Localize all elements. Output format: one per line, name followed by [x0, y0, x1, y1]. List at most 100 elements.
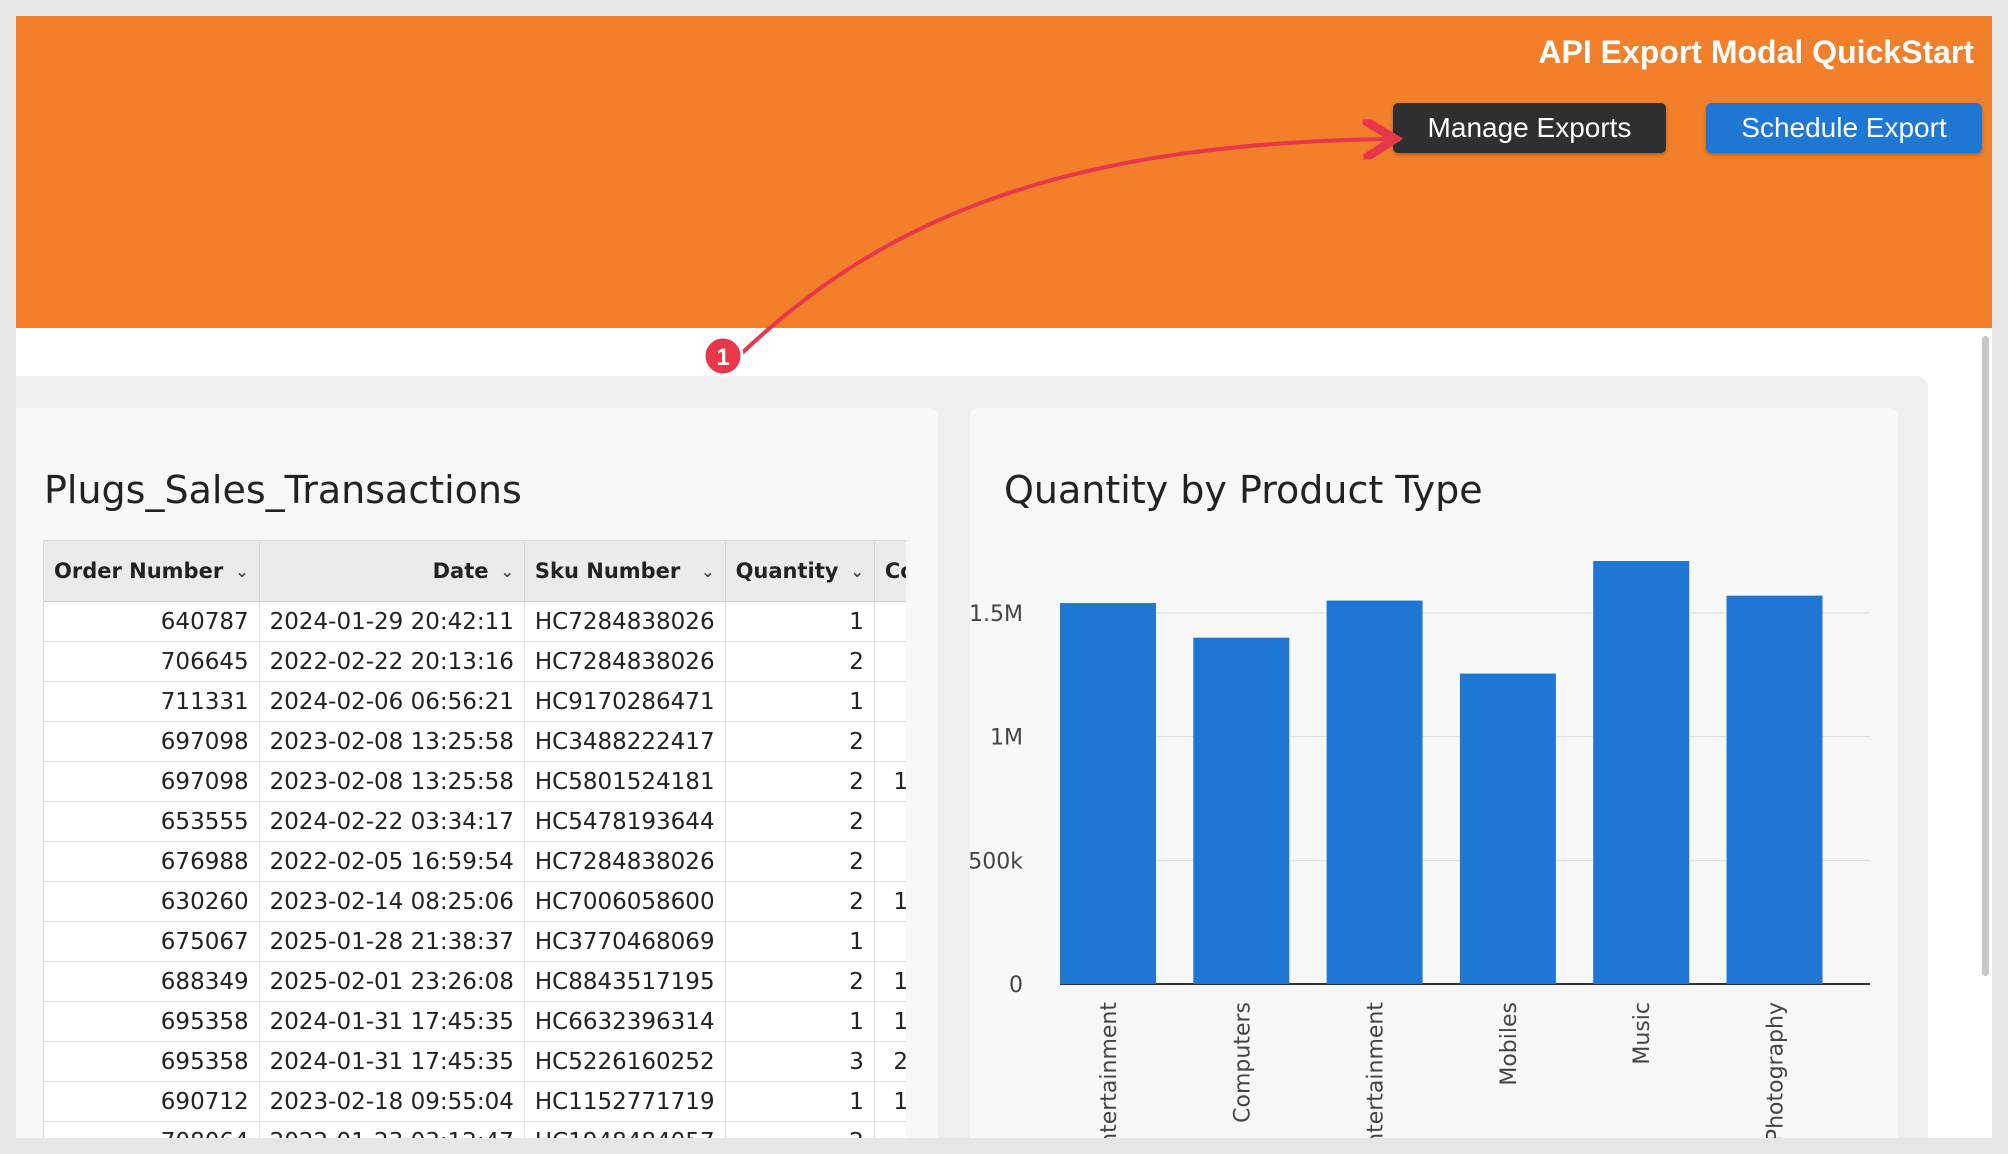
table-cell[interactable]: 83	[874, 1121, 906, 1138]
chevron-down-icon[interactable]: ⌄	[500, 561, 514, 581]
table-cell[interactable]: 2	[725, 801, 875, 842]
table-cell[interactable]: 2025-01-28 21:38:37	[259, 921, 525, 962]
table-cell[interactable]: 711331	[44, 681, 260, 722]
table-cell[interactable]: HC7284838026	[524, 601, 726, 642]
column-header-cost[interactable]: Cost	[874, 541, 906, 602]
table-cell[interactable]: HC3770468069	[524, 921, 726, 962]
table-cell[interactable]: 697098	[44, 721, 260, 762]
table-cell[interactable]: 2024-02-06 06:56:21	[259, 681, 525, 722]
table-cell[interactable]: 83	[874, 921, 906, 962]
table-cell[interactable]: 2022-01-23 03:12:47	[259, 1121, 525, 1138]
table-cell[interactable]: 2	[725, 881, 875, 922]
table-cell[interactable]: HC3488222417	[524, 721, 726, 762]
table-cell[interactable]: 156	[874, 1081, 906, 1122]
table-cell[interactable]: 1	[725, 1081, 875, 1122]
table-cell[interactable]: 2025-02-01 23:26:08	[259, 961, 525, 1002]
table-cell[interactable]: 676988	[44, 841, 260, 882]
table-cell[interactable]: 83	[874, 641, 906, 682]
table-cell[interactable]: 2	[725, 841, 875, 882]
schedule-export-button[interactable]: Schedule Export	[1706, 103, 1982, 153]
table-cell[interactable]: 2022-02-22 20:13:16	[259, 641, 525, 682]
table-cell[interactable]: 675067	[44, 921, 260, 962]
table-cell[interactable]: 2022-02-05 16:59:54	[259, 841, 525, 882]
table-cell[interactable]: HC9170286471	[524, 681, 726, 722]
table-cell[interactable]: 164	[874, 1001, 906, 1042]
table-cell[interactable]: 688349	[44, 961, 260, 1002]
table-cell[interactable]: HC5226160252	[524, 1041, 726, 1082]
table-cell[interactable]: 2	[725, 721, 875, 762]
chevron-down-icon[interactable]: ⌄	[235, 561, 249, 581]
bar[interactable]	[1326, 600, 1423, 984]
table-cell[interactable]: 2024-01-31 17:45:35	[259, 1041, 525, 1082]
bar[interactable]	[1459, 673, 1556, 984]
table-cell[interactable]: 697098	[44, 761, 260, 802]
table-cell[interactable]: 2023-02-08 13:25:58	[259, 761, 525, 802]
bar[interactable]	[1193, 637, 1290, 984]
table-cell[interactable]: 630260	[44, 881, 260, 922]
table-cell[interactable]: 2023-02-08 13:25:58	[259, 721, 525, 762]
bar[interactable]	[1060, 603, 1156, 984]
table-cell[interactable]: HC1152771719	[524, 1081, 726, 1122]
bar[interactable]	[1593, 561, 1690, 984]
table-cell[interactable]: 708064	[44, 1121, 260, 1138]
table-cell[interactable]: 79	[874, 721, 906, 762]
table-cell[interactable]: HC7006058600	[524, 881, 726, 922]
table-cell[interactable]: HC8843517195	[524, 961, 726, 1002]
table-cell[interactable]: 2024-01-31 17:45:35	[259, 1001, 525, 1042]
table-cell[interactable]: 2	[725, 961, 875, 1002]
table-cell[interactable]: 1	[725, 601, 875, 642]
table-cell[interactable]: 83	[874, 841, 906, 882]
table-row[interactable]: 7080642022-01-23 03:12:47HC1948484057283	[44, 1121, 906, 1138]
chevron-down-icon[interactable]: ⌄	[850, 561, 864, 581]
column-header-quantity[interactable]: Quantity ⌄	[725, 541, 875, 602]
table-cell[interactable]: 3	[725, 1041, 875, 1082]
table-cell[interactable]: 1	[725, 921, 875, 962]
table-cell[interactable]: 640787	[44, 601, 260, 642]
chevron-down-icon[interactable]: ⌄	[701, 561, 715, 581]
column-header-sku-number[interactable]: Sku Number ⌄	[524, 541, 726, 602]
table-cell[interactable]: HC1948484057	[524, 1121, 726, 1138]
page-scrollbar[interactable]	[1982, 336, 1989, 976]
column-header-date[interactable]: Date ⌄	[259, 541, 525, 602]
table-cell[interactable]: 41	[874, 601, 906, 642]
table-cell[interactable]: 1	[725, 681, 875, 722]
table-cell[interactable]: 653555	[44, 801, 260, 842]
table-cell[interactable]: HC7284838026	[524, 841, 726, 882]
table-cell[interactable]: HC7284838026	[524, 641, 726, 682]
table-cell[interactable]: 2023-02-18 09:55:04	[259, 1081, 525, 1122]
table-cell[interactable]: 2	[725, 761, 875, 802]
bar[interactable]	[1726, 595, 1823, 984]
table-cell[interactable]: 2	[725, 1121, 875, 1138]
table-cell[interactable]: 144	[874, 881, 906, 922]
table-cell[interactable]: 2023-02-14 08:25:06	[259, 881, 525, 922]
manage-exports-button[interactable]: Manage Exports	[1393, 103, 1666, 153]
table-cell[interactable]: HC6632396314	[524, 1001, 726, 1042]
table-cell[interactable]: 2024-02-22 03:34:17	[259, 801, 525, 842]
table-cell[interactable]: 239	[874, 1041, 906, 1082]
table-cell[interactable]: 690712	[44, 1081, 260, 1122]
table-cell[interactable]: HC5801524181	[524, 761, 726, 802]
column-header-order-number[interactable]: Order Number ⌄	[44, 541, 260, 602]
table-cell[interactable]: 706645	[44, 641, 260, 682]
table-cell[interactable]: 144	[874, 961, 906, 1002]
table-cell[interactable]: 2024-01-29 20:42:11	[259, 601, 525, 642]
table-cell[interactable]: 695358	[44, 1001, 260, 1042]
table-cell[interactable]: 118	[874, 761, 906, 802]
table-cell[interactable]: 79	[874, 681, 906, 722]
table-cell[interactable]: 1	[725, 1001, 875, 1042]
table-cell[interactable]: 695358	[44, 1041, 260, 1082]
table-cell[interactable]: 87	[874, 801, 906, 842]
table-cell[interactable]: 2	[725, 641, 875, 682]
